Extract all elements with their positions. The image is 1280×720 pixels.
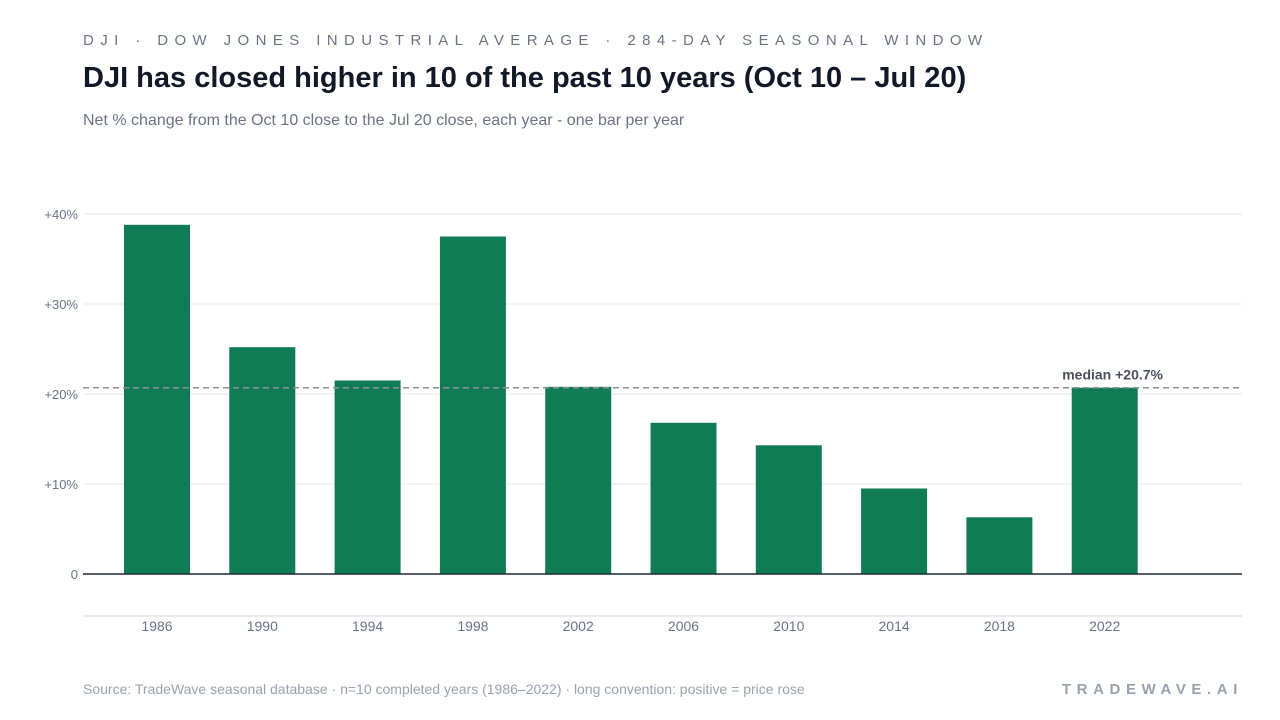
bar [124,224,190,575]
x-tick-label: 2014 [879,618,910,634]
y-tick-label: +10% [44,477,78,492]
x-tick-label: 1990 [247,618,278,634]
bar [229,347,296,574]
y-tick-label: +20% [44,387,78,402]
x-tick-label: 2018 [984,618,1015,634]
bar [545,386,612,574]
x-tick-label: 1986 [141,618,172,634]
median-label: median +20.7% [1062,367,1163,383]
x-tick-label: 2022 [1089,618,1120,634]
y-tick-label: 0 [71,567,78,582]
chart-title: DJI has closed higher in 10 of the past … [83,62,967,94]
bar [755,445,822,574]
bar [650,422,717,574]
source-note: Source: TradeWave seasonal database · n=… [83,681,805,697]
bar [1071,387,1138,574]
x-tick-label: 1998 [457,618,488,634]
x-tick-label: 2006 [668,618,699,634]
chart-subtitle: Net % change from the Oct 10 close to th… [83,112,685,129]
x-tick-label: 2010 [773,618,804,634]
bar [334,380,401,574]
bar [439,236,506,574]
bar [861,488,928,574]
x-tick-label: 1994 [352,618,383,634]
bar [966,517,1033,574]
y-tick-label: +30% [44,297,78,312]
chart-kicker: DJI · DOW JONES INDUSTRIAL AVERAGE · 284… [83,32,989,49]
y-tick-label: +40% [44,207,78,222]
brand-logo-text: TRADEWAVE.AI [1061,681,1243,698]
x-tick-label: 2002 [563,618,594,634]
